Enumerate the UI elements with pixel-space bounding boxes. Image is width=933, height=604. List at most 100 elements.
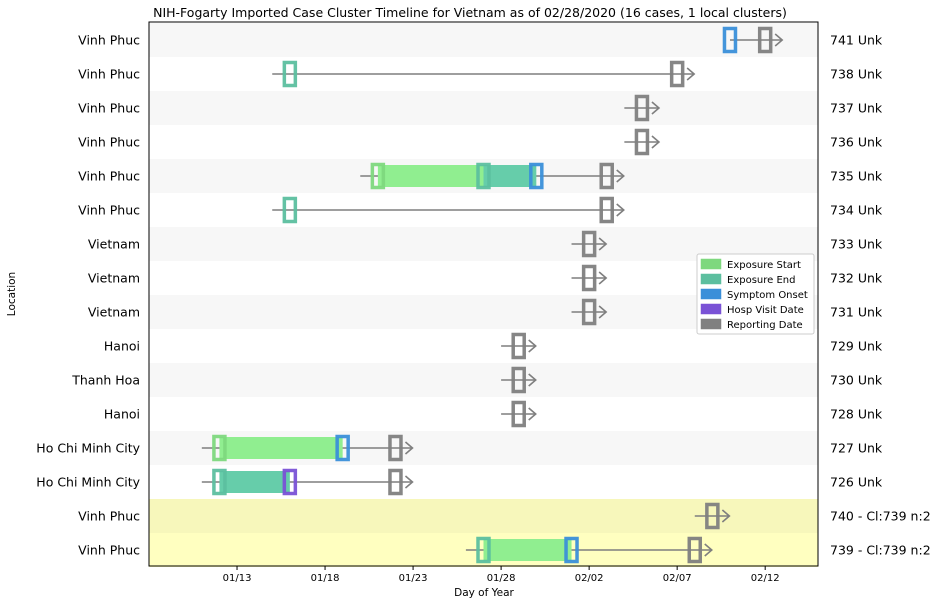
- plot-frame: [148, 21, 819, 567]
- arrow-head: [404, 475, 414, 489]
- chart-title: NIH-Fogarty Imported Case Cluster Timeli…: [153, 5, 787, 20]
- legend-swatch: [700, 303, 722, 315]
- reporting-date-marker: [511, 366, 526, 394]
- case-label: 738 Unk: [830, 67, 883, 82]
- reporting-date-marker: [669, 60, 685, 88]
- legend-swatch: [700, 318, 722, 330]
- exposure-end-marker: [476, 162, 491, 190]
- incubation-bar: [483, 165, 537, 187]
- right-labels: 741 Unk 738 Unk 737 Unk 736 Unk 735 Unk 734 U…: [830, 33, 931, 558]
- symptom-onset-marker: [529, 162, 544, 190]
- exposure-start-marker: [212, 434, 227, 462]
- timeline-lines: [201, 33, 784, 557]
- legend-entry: Exposure Start: [727, 260, 801, 271]
- x-tick-label: 02/12: [751, 573, 780, 584]
- location-label: Vietnam: [88, 305, 140, 320]
- arrow-head: [528, 407, 537, 421]
- case-label: 739 - Cl:739 n:2: [830, 543, 931, 558]
- location-label: Hanoi: [104, 407, 140, 422]
- reporting-date-marker: [687, 536, 703, 564]
- arrow-head: [651, 101, 661, 115]
- incubation-bar: [219, 471, 290, 493]
- row-bands: [149, 23, 818, 567]
- x-tick-label: 01/13: [223, 573, 252, 584]
- reporting-date-marker: [581, 298, 597, 326]
- legend-swatch: [700, 288, 722, 300]
- reporting-date-marker: [511, 332, 526, 360]
- case-label: 727 Unk: [830, 441, 883, 456]
- x-axis-label: Day of Year: [454, 587, 514, 599]
- row-band: [149, 23, 818, 57]
- arrow-head: [598, 305, 608, 319]
- location-label: Ho Chi Minh City: [36, 475, 140, 490]
- x-tick-label: 01/18: [311, 573, 340, 584]
- location-label: Vinh Phuc: [78, 67, 140, 82]
- case-label: 736 Unk: [830, 135, 883, 150]
- x-tick-label: 02/07: [663, 573, 692, 584]
- hosp-visit-marker: [282, 468, 298, 496]
- arrow-head: [774, 33, 784, 47]
- exposure-bar: [219, 437, 343, 459]
- legend-entry: Symptom Onset: [727, 290, 808, 301]
- reporting-date-marker: [388, 468, 403, 496]
- row-band: [149, 363, 818, 397]
- case-label: 729 Unk: [830, 339, 883, 354]
- reporting-date-marker: [757, 26, 773, 54]
- case-label: 737 Unk: [830, 101, 883, 116]
- symptom-onset-marker: [335, 434, 350, 462]
- legend-box: [696, 253, 815, 335]
- case-label: 740 - Cl:739 n:2: [830, 509, 931, 524]
- exposure-start-marker: [370, 162, 386, 190]
- location-label: Vietnam: [88, 271, 140, 286]
- reporting-date-marker: [599, 196, 614, 224]
- exposure-bar: [377, 165, 484, 187]
- location-label: Vinh Phuc: [78, 101, 140, 116]
- row-band: [149, 91, 818, 125]
- location-label: Vinh Phuc: [78, 169, 140, 184]
- location-label: Vinh Phuc: [78, 543, 140, 558]
- case-label: 731 Unk: [830, 305, 883, 320]
- x-axis: 01/13 01/18 01/23 01/28 02/02 02/07 02/12: [223, 566, 780, 584]
- case-label: 735 Unk: [830, 169, 883, 184]
- reporting-date-marker: [705, 502, 720, 530]
- reporting-date-marker: [581, 264, 597, 292]
- legend-swatch: [700, 258, 722, 270]
- case-label: 730 Unk: [830, 373, 883, 388]
- x-tick-label: 02/02: [575, 573, 604, 584]
- location-label: Vinh Phuc: [78, 203, 140, 218]
- exposure-end-marker: [282, 196, 298, 224]
- symptom-onset-marker: [722, 26, 738, 54]
- arrow-head: [598, 271, 608, 285]
- arrow-head: [616, 203, 625, 217]
- reporting-date-marker: [388, 434, 403, 462]
- arrow-head: [616, 169, 625, 183]
- arrow-head: [404, 441, 414, 455]
- location-label: Vietnam: [88, 237, 140, 252]
- timeline-marks: [212, 26, 773, 564]
- location-label: Hanoi: [104, 339, 140, 354]
- legend-entry: Hosp Visit Date: [727, 305, 804, 316]
- arrow-head: [704, 543, 713, 557]
- case-label: 728 Unk: [830, 407, 883, 422]
- case-label: 741 Unk: [830, 33, 883, 48]
- legend-entry: Exposure End: [727, 275, 795, 286]
- location-label: Thanh Hoa: [71, 373, 140, 388]
- arrow-head: [651, 135, 661, 149]
- case-label: 726 Unk: [830, 475, 883, 490]
- exposure-end-marker: [212, 468, 227, 496]
- incubation-bar: [483, 539, 572, 561]
- case-label: 732 Unk: [830, 271, 883, 286]
- arrow-head: [598, 237, 608, 251]
- legend-entry: Reporting Date: [727, 320, 803, 331]
- reporting-date-marker: [634, 94, 650, 122]
- y-axis-label: Location: [6, 272, 18, 316]
- arrow-head: [528, 339, 537, 353]
- exposure-end-marker: [282, 60, 298, 88]
- arrow-head: [528, 373, 537, 387]
- location-label: Vinh Phuc: [78, 135, 140, 150]
- location-label: Vinh Phuc: [78, 509, 140, 524]
- location-label: Vinh Phuc: [78, 33, 140, 48]
- location-label: Ho Chi Minh City: [36, 441, 140, 456]
- x-tick-label: 01/28: [487, 573, 516, 584]
